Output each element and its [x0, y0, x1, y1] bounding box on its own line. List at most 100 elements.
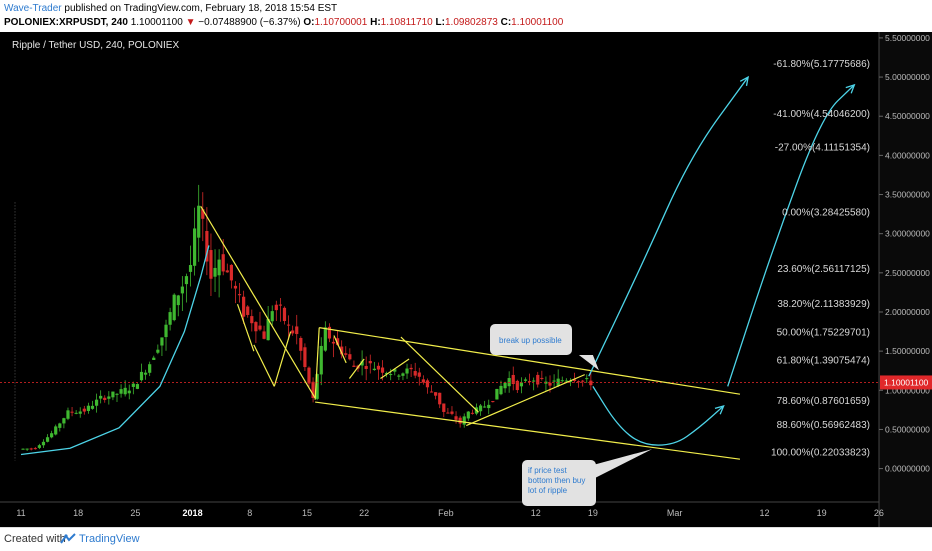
trendline	[273, 331, 292, 387]
candle-body	[184, 276, 189, 285]
candle-body	[205, 230, 209, 262]
candle-body	[585, 378, 589, 380]
callout-text-bottom: if price test	[528, 466, 567, 475]
x-tick-label: 15	[302, 508, 312, 518]
x-tick-label: Mar	[667, 508, 683, 518]
y-tick-label: 5.50000000	[885, 33, 930, 43]
footer: Created with TradingView	[0, 527, 932, 551]
candle-body	[503, 382, 507, 389]
candle-body	[478, 405, 483, 412]
candle-body	[180, 286, 184, 294]
candle-body	[172, 294, 176, 321]
fib-level-label: 78.60%(0.87601659)	[777, 396, 870, 407]
current-price-badge	[880, 375, 932, 390]
symbol-label: POLONIEX:XRPUSDT, 240	[4, 17, 128, 28]
projections-group	[588, 75, 856, 446]
chart-background	[0, 32, 879, 527]
trendline	[380, 358, 410, 380]
candle-body	[286, 324, 291, 326]
candle-body	[495, 388, 499, 400]
candle-body	[221, 254, 225, 272]
candle-body	[41, 441, 46, 446]
candle-body	[364, 366, 368, 369]
chart-title: Ripple / Tether USD, 240, POLONIEX	[12, 40, 179, 51]
x-tick-label: 26	[874, 508, 884, 518]
projection-arrowhead	[714, 404, 725, 415]
candle-body	[454, 416, 458, 420]
candle-body	[552, 380, 556, 382]
x-tick-label: 12	[531, 508, 541, 518]
y-tick-label: 3.50000000	[885, 190, 930, 200]
trendline	[400, 336, 479, 413]
candle-body	[21, 448, 25, 450]
candle-body	[564, 380, 568, 382]
candle-body	[458, 417, 462, 424]
candle-body	[515, 380, 519, 391]
fib-level-label: 38.20%(2.11383929)	[777, 299, 870, 310]
y-tick-label: 5.00000000	[885, 72, 930, 82]
candle-body	[188, 265, 193, 272]
candle-body	[303, 347, 307, 368]
candle-body	[282, 307, 287, 322]
candle-body	[560, 380, 564, 382]
candle-body	[86, 405, 91, 411]
last-price: 1.10001100	[130, 17, 183, 28]
x-tick-label: 25	[130, 508, 140, 518]
candle-body	[401, 373, 405, 376]
published-text: published on TradingView.com, February 1…	[64, 3, 338, 14]
candle-body	[335, 338, 340, 345]
current-price-label: 1.10001100	[884, 377, 929, 387]
y-tick-label: 0.00000000	[885, 464, 930, 474]
fib-level-label: 88.60%(0.56962483)	[777, 420, 870, 431]
candle-body	[462, 416, 466, 425]
candle-body	[209, 250, 213, 279]
candle-body	[115, 393, 119, 395]
callout-pointer	[593, 449, 653, 479]
candle-body	[540, 377, 544, 379]
candle-body	[217, 259, 221, 276]
candle-body	[246, 306, 250, 315]
callout-text-bottom: bottom then buy	[528, 476, 585, 485]
candle-body	[262, 331, 266, 339]
x-tick-label: 19	[588, 508, 598, 518]
candle-body	[323, 327, 327, 351]
candle-body	[229, 264, 233, 281]
candles-group	[21, 184, 593, 451]
candle-body	[29, 448, 33, 450]
close-label: C:	[500, 17, 512, 28]
candle-body	[54, 426, 58, 435]
candle-body	[193, 228, 197, 266]
projection-path	[592, 386, 725, 446]
candle-body	[266, 318, 270, 341]
candle-body	[135, 384, 140, 389]
candle-body	[123, 387, 127, 395]
candle-body	[119, 389, 123, 394]
candle-body	[148, 364, 152, 373]
candle-body	[94, 399, 99, 406]
candle-body	[201, 209, 205, 219]
author-link[interactable]: Wave-Trader	[4, 3, 62, 14]
candle-body	[315, 374, 319, 399]
candle-body	[429, 391, 434, 393]
candle-body	[466, 411, 470, 419]
candle-body	[393, 369, 397, 372]
candle-body	[536, 374, 540, 385]
candle-body	[572, 379, 577, 381]
tradingview-brand[interactable]: TradingView	[79, 533, 140, 545]
low-value: 1.09802873	[444, 17, 498, 28]
candle-body	[233, 285, 238, 289]
x-tick-label: 19	[817, 508, 827, 518]
y-tick-label: 2.50000000	[885, 268, 930, 278]
candle-body	[442, 403, 446, 412]
low-label: L:	[435, 17, 445, 28]
open-label: O:	[303, 17, 315, 28]
candle-body	[111, 391, 115, 398]
candle-body	[589, 380, 593, 386]
chart-canvas[interactable]: Ripple / Tether USD, 240, POLONIEX 0.0000…	[0, 32, 932, 527]
trendline	[315, 401, 741, 460]
high-value: 1.10811710	[380, 17, 433, 28]
candle-body	[327, 326, 332, 339]
candle-body	[143, 372, 148, 375]
candle-body	[417, 372, 421, 377]
chart-header: Wave-Trader published on TradingView.com…	[0, 0, 932, 32]
